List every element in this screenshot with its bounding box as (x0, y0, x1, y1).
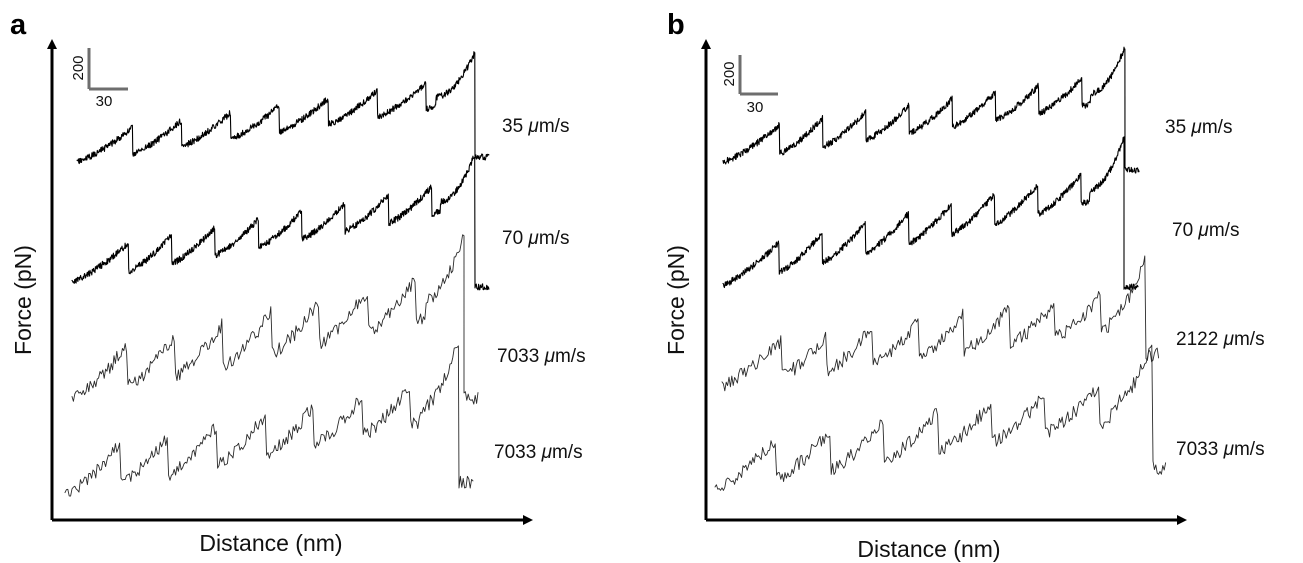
panel-b-speed-label-1: 35 μm/s (1165, 117, 1232, 138)
panel-b-y-axis-title: Force (pN) (663, 245, 689, 355)
panel-b-trace-1 (722, 46, 1140, 174)
panel-a-traces (64, 51, 490, 497)
panel-b: b Distance (nm) Force (pN) 200 30 35 μm/… (663, 9, 1265, 562)
panel-a-x-axis-title: Distance (nm) (199, 530, 342, 556)
panel-a-scale-force-label: 200 (70, 55, 87, 80)
panel-a-trace-3 (71, 234, 479, 405)
panel-b-trace-2 (722, 136, 1139, 291)
panel-a-speed-label-4: 7033 μm/s (494, 442, 583, 463)
panel-b-scale-distance-label: 30 (747, 99, 764, 116)
panel-a-trace-4 (64, 345, 474, 497)
panel-b-letter: b (667, 9, 685, 41)
panel-a-speed-label-3: 7033 μm/s (497, 346, 586, 367)
panel-a-y-axis-title: Force (pN) (10, 245, 36, 355)
panel-a-letter: a (10, 9, 27, 41)
panel-b-x-axis-title: Distance (nm) (857, 536, 1000, 562)
panel-b-speed-label-3: 2122 μm/s (1176, 329, 1265, 350)
panel-a: a Distance (nm) Force (pN) 200 30 35 μm/… (10, 9, 586, 556)
panel-a-speed-label-1: 35 μm/s (502, 116, 569, 137)
panel-b-speed-label-2: 70 μm/s (1172, 220, 1239, 241)
panel-b-scale-force-label: 200 (721, 61, 738, 86)
panel-b-trace-4 (714, 344, 1167, 491)
panel-b-speed-label-4: 7033 μm/s (1176, 439, 1265, 460)
panel-b-scale-bar: 200 30 (721, 55, 778, 116)
panel-b-trace-3 (721, 255, 1160, 392)
panel-b-speed-labels: 35 μm/s 70 μm/s 2122 μm/s 7033 μm/s (1165, 117, 1265, 460)
panel-a-trace-2 (71, 155, 490, 291)
panel-a-trace-1 (76, 51, 490, 165)
panel-a-scale-distance-label: 30 (96, 93, 113, 110)
panel-a-speed-label-2: 70 μm/s (502, 228, 569, 249)
panel-a-scale-bar: 200 30 (70, 48, 128, 110)
panel-a-speed-labels: 35 μm/s 70 μm/s 7033 μm/s 7033 μm/s (494, 116, 586, 463)
panel-b-traces (714, 46, 1167, 491)
